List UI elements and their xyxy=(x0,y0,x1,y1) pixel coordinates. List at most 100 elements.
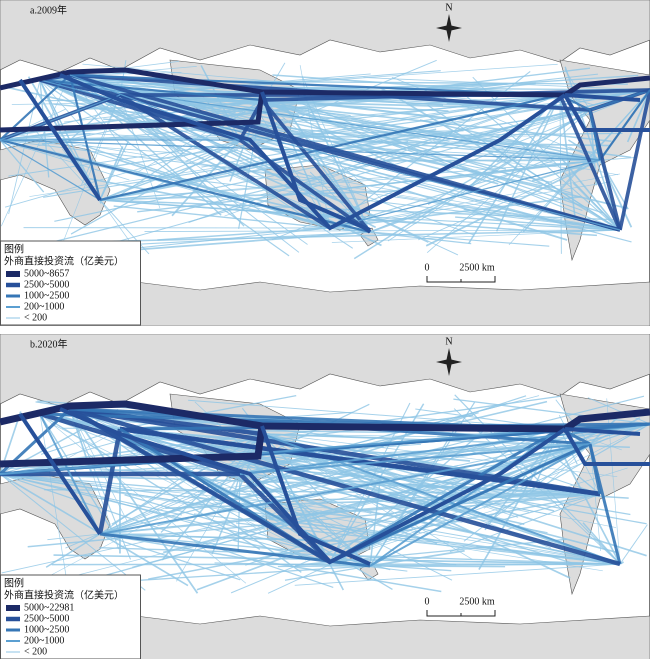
flow-line xyxy=(599,89,650,161)
scale-distance: 2500 km xyxy=(459,262,495,273)
legend-label: 2500~5000 xyxy=(24,613,69,624)
flow-line xyxy=(233,473,241,495)
flow-line xyxy=(189,127,621,231)
flow-line xyxy=(63,94,121,146)
flow-line xyxy=(61,94,121,245)
flow-line xyxy=(69,406,621,567)
flow-line xyxy=(99,443,591,535)
flow-line xyxy=(0,132,623,141)
flow-line xyxy=(69,408,120,550)
flow-line xyxy=(0,408,650,468)
flow-line xyxy=(488,143,621,231)
legend-title: 图例 xyxy=(4,576,24,589)
flow-line xyxy=(260,425,371,566)
flow-line xyxy=(564,427,641,436)
flow-line xyxy=(295,561,331,567)
land xyxy=(0,0,650,73)
flow-line xyxy=(39,79,85,130)
flow-line xyxy=(54,109,591,222)
land xyxy=(0,279,650,326)
flow-line xyxy=(329,538,567,563)
map-panel: b.2020年 N 0 2500 km 图例外商直接投资流（亿美元）5000~22981… xyxy=(0,334,650,659)
flow-line xyxy=(12,133,621,231)
north-label: N xyxy=(445,336,452,347)
flow-line xyxy=(0,67,263,95)
flow-line xyxy=(241,496,621,565)
flow-line xyxy=(331,229,621,243)
flow-line xyxy=(1,443,591,574)
flow-line xyxy=(419,119,601,161)
flow-line xyxy=(261,99,396,166)
legend-label: 5000~8657 xyxy=(24,268,69,279)
flow-line xyxy=(97,428,123,535)
flow-line xyxy=(379,86,621,231)
legend-label: 1000~2500 xyxy=(24,624,69,635)
flow-line xyxy=(39,411,241,477)
flow-line xyxy=(453,398,650,425)
flow-line xyxy=(0,139,130,181)
map-panel: a.2009年 N0 2500 km图例外商直接投资流（亿美元）5000~86572… xyxy=(0,0,650,326)
north-arrow xyxy=(436,348,462,376)
flow-line xyxy=(122,231,371,252)
flow-line xyxy=(0,473,146,591)
flow-line xyxy=(466,95,621,231)
scale-zero: 0 xyxy=(425,262,430,273)
flow-line xyxy=(618,89,650,231)
flow-line xyxy=(588,443,602,495)
flow-line xyxy=(99,140,129,201)
flow-line xyxy=(0,473,603,572)
legend-label: 1000~2500 xyxy=(24,290,69,301)
legend-label: 200~1000 xyxy=(24,301,64,312)
flow-line xyxy=(0,94,121,141)
legend-label: < 200 xyxy=(24,646,47,657)
flow-line xyxy=(59,73,567,231)
flow-line xyxy=(39,413,112,530)
flow-line xyxy=(0,473,334,589)
flow-line xyxy=(547,443,591,484)
legend-subtitle: 外商直接投资流（亿美元） xyxy=(4,254,124,267)
legend-title: 图例 xyxy=(4,242,24,255)
flow-line xyxy=(260,98,372,234)
flow-line xyxy=(0,74,71,227)
flow-line xyxy=(589,443,601,552)
flow-line xyxy=(588,109,602,161)
flow-line xyxy=(239,400,548,475)
flow-line xyxy=(0,75,650,133)
flow-line xyxy=(47,533,101,541)
flow-line xyxy=(248,423,650,495)
flow-line xyxy=(495,94,561,232)
flow-line xyxy=(416,423,650,489)
legend-label: < 200 xyxy=(24,312,47,323)
flow-line xyxy=(219,473,241,508)
flow-line xyxy=(35,130,101,201)
land xyxy=(0,334,650,407)
flow-line xyxy=(39,413,101,535)
flow-line xyxy=(34,473,241,585)
flow-line xyxy=(82,63,591,111)
flow-line xyxy=(59,407,567,565)
flow-line xyxy=(0,138,371,234)
flow-line xyxy=(561,158,621,231)
flow-line xyxy=(369,565,506,568)
flow-line xyxy=(68,407,332,564)
flow-line xyxy=(15,109,591,252)
flow-line xyxy=(4,139,241,208)
flow-line xyxy=(239,443,591,475)
flow-line xyxy=(0,139,101,201)
flow-line xyxy=(69,408,199,594)
flow-line xyxy=(0,139,601,161)
flow-line xyxy=(69,74,308,245)
flow-line xyxy=(51,563,621,566)
flow-line xyxy=(369,549,465,567)
flow-line xyxy=(6,86,241,141)
flow-line xyxy=(239,423,650,475)
flow-line xyxy=(0,139,196,155)
flow-line xyxy=(0,135,539,141)
flow-line xyxy=(39,79,475,236)
flow-line xyxy=(619,524,648,565)
scale-zero: 0 xyxy=(425,596,430,607)
scale-bar xyxy=(426,276,496,283)
flow-line xyxy=(329,227,472,245)
flow-line xyxy=(18,78,102,202)
flow-line xyxy=(144,229,621,232)
